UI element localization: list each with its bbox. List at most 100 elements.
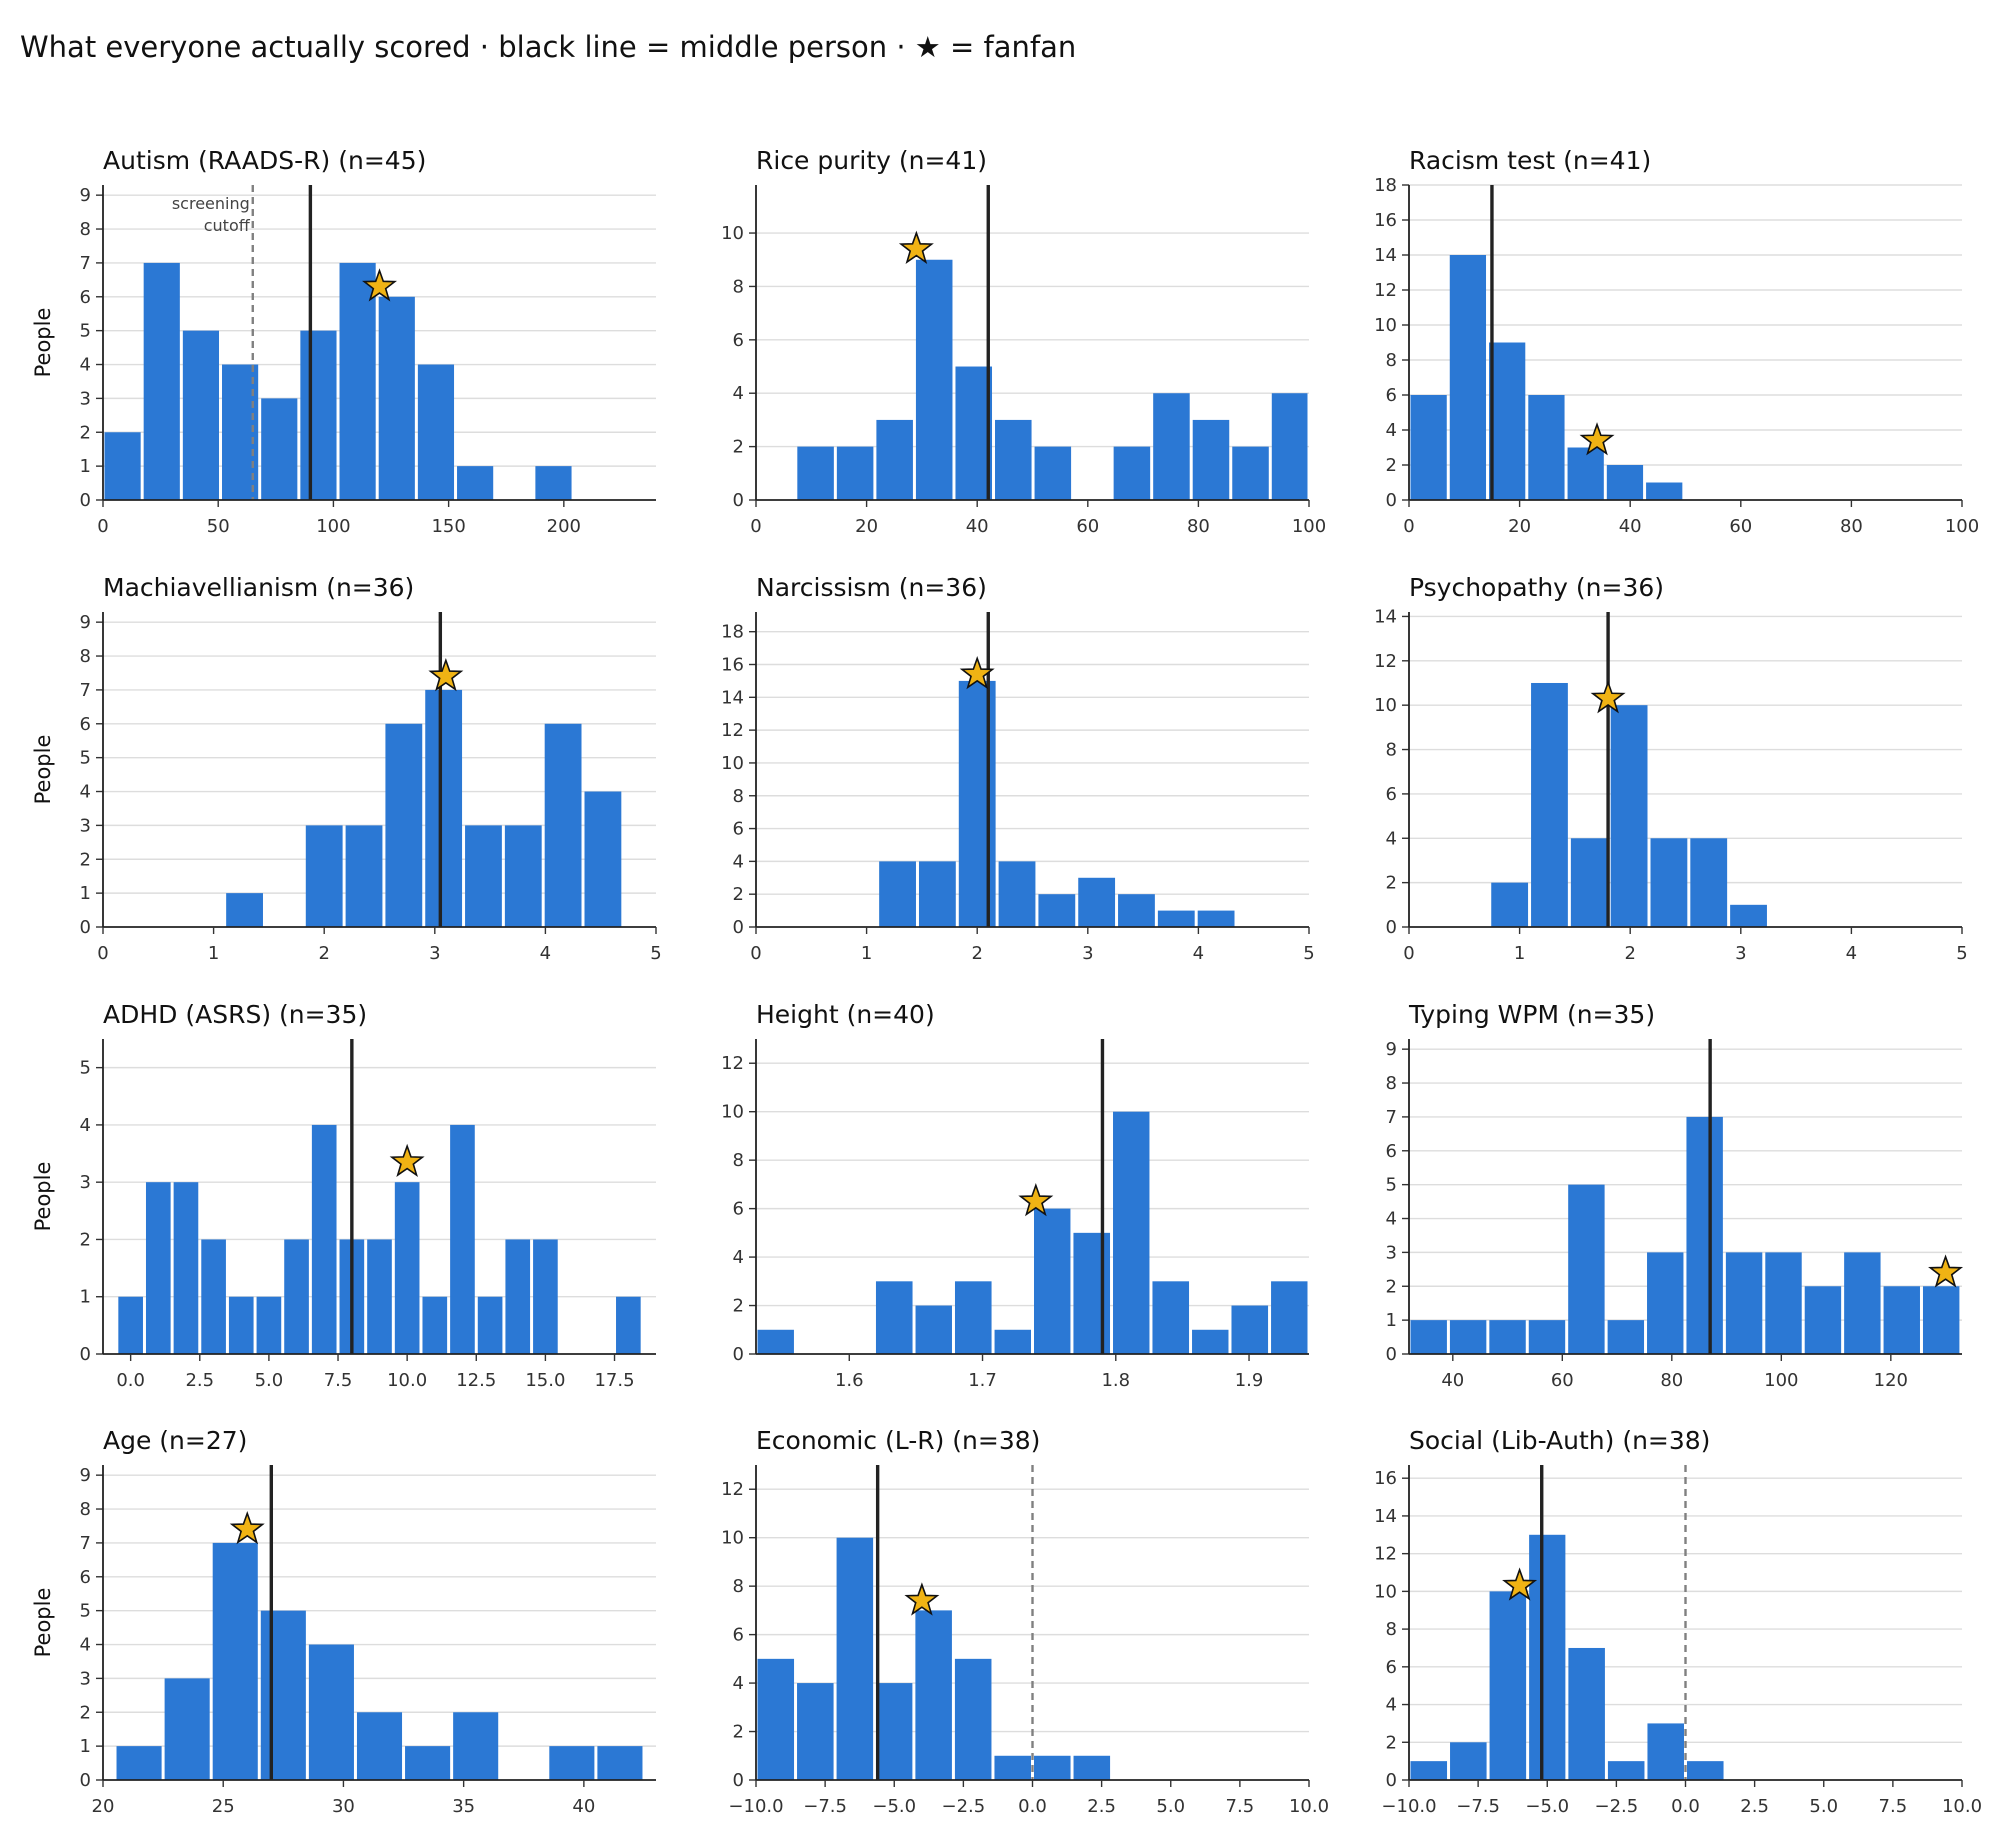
y-tick-label: 8: [1386, 1073, 1397, 1094]
x-tick-label: 7.5: [1226, 1796, 1255, 1817]
x-tick-label: 2.5: [1087, 1796, 1116, 1817]
histogram-bar: [958, 680, 996, 927]
panel: 0 1 2 3 4 5 6 7 8 9 screening cutoff 0 50 100 150 200 Aut…: [31, 146, 656, 537]
histogram-bar: [308, 1644, 354, 1780]
fanfan-star: [362, 268, 397, 302]
histogram-bar: [1528, 1320, 1566, 1354]
y-tick-label: 4: [80, 355, 91, 376]
histogram-bar: [1687, 1761, 1724, 1780]
panel: 0 1 2 3 4 5 6 7 8 9 20 25 30 35 40 Age (n=27) People: [31, 1426, 656, 1817]
histogram-bar: [836, 1537, 874, 1780]
histogram-bar: [164, 1678, 210, 1780]
y-tick-label: 8: [1386, 350, 1397, 371]
histogram-bar: [1765, 1252, 1802, 1354]
y-tick-label: 6: [80, 1567, 91, 1588]
histogram-bar: [305, 825, 343, 927]
fanfan-star: [1018, 1182, 1054, 1217]
fanfan-star: [1928, 1254, 1964, 1288]
histogram-bar: [477, 1296, 503, 1354]
histogram-bar: [1152, 1281, 1190, 1354]
histogram-bar: [1531, 682, 1568, 927]
x-tick-label: 30: [332, 1796, 355, 1817]
y-tick-label: 4: [733, 383, 744, 404]
y-tick-label: 5: [80, 1058, 91, 1079]
histogram-bar: [1567, 447, 1604, 500]
y-tick-label: 18: [721, 622, 744, 643]
histogram-bar: [1271, 1281, 1308, 1354]
histogram-bar: [1570, 838, 1608, 927]
y-tick-label: 10: [721, 223, 744, 244]
histogram-bar: [505, 1239, 531, 1354]
histogram-bar: [1650, 838, 1688, 927]
x-tick-label: 0: [1403, 516, 1414, 537]
histogram-bar: [356, 1712, 403, 1780]
x-tick-label: 60: [1076, 516, 1099, 537]
x-tick-label: 1: [1514, 943, 1525, 964]
y-tick-label: 2: [80, 849, 91, 870]
y-tick-label: 0: [1386, 490, 1397, 511]
x-tick-label: 200: [547, 516, 581, 537]
histogram-bar: [385, 723, 423, 927]
histogram-bar: [955, 366, 993, 500]
x-tick-label: −10.0: [728, 1796, 783, 1817]
y-tick-label: 0: [733, 917, 744, 938]
fanfan-star: [898, 230, 934, 264]
histogram-bar: [367, 1239, 392, 1354]
y-tick-label: 0: [1386, 1344, 1397, 1365]
y-tick-label: 12: [1374, 280, 1397, 301]
x-tick-label: 2: [318, 943, 329, 964]
histogram-bar: [836, 446, 874, 500]
histogram-bar: [918, 861, 956, 927]
histogram-bar: [544, 723, 582, 927]
histogram-bar: [378, 296, 415, 500]
histogram-bar: [797, 446, 834, 500]
x-tick-label: 10.0: [387, 1370, 427, 1391]
x-tick-label: −7.5: [1456, 1796, 1500, 1817]
x-tick-label: 80: [1660, 1370, 1683, 1391]
histogram-bar: [394, 1182, 420, 1354]
fanfan-star: [1590, 680, 1626, 714]
histogram-bar: [261, 398, 298, 500]
histogram-bar: [954, 1658, 992, 1780]
y-tick-label: 0: [733, 490, 744, 511]
y-tick-label: 0: [1386, 917, 1397, 938]
y-axis-label: People: [31, 308, 55, 378]
reference-label: cutoff: [204, 216, 251, 235]
histogram-bar: [422, 1296, 448, 1354]
histogram-bar: [915, 259, 953, 500]
fanfan-star: [904, 1582, 940, 1616]
x-tick-label: 0: [750, 516, 761, 537]
histogram-bar: [533, 1239, 558, 1354]
x-tick-label: 5: [1303, 943, 1314, 964]
y-tick-label: 16: [721, 655, 744, 676]
histogram-bar: [143, 262, 180, 500]
histogram-bar: [300, 330, 337, 500]
histogram-bar: [584, 791, 622, 927]
y-tick-label: 12: [721, 1053, 744, 1074]
y-tick-label: 6: [1386, 385, 1397, 406]
x-tick-label: 0.0: [116, 1370, 145, 1391]
y-tick-label: 3: [80, 388, 91, 409]
x-tick-label: 20: [1508, 516, 1531, 537]
histogram-bar: [954, 1281, 992, 1354]
y-tick-label: 14: [1374, 1506, 1397, 1527]
y-tick-label: 5: [1386, 1175, 1397, 1196]
histogram-bar: [1034, 1208, 1071, 1354]
y-tick-label: 0: [80, 917, 91, 938]
y-tick-label: 2: [733, 1296, 744, 1317]
y-tick-label: 12: [1374, 1544, 1397, 1565]
y-tick-label: 2: [733, 1722, 744, 1743]
y-tick-label: 4: [80, 1115, 91, 1136]
histogram-bar: [228, 1296, 254, 1354]
histogram-bar: [1153, 393, 1190, 500]
histogram-bar: [1232, 446, 1269, 500]
histogram-bar: [339, 262, 376, 500]
x-tick-label: 50: [207, 516, 230, 537]
histogram-bar: [879, 861, 916, 927]
histogram-bar: [1610, 705, 1648, 927]
x-tick-label: −5.0: [872, 1796, 916, 1817]
y-tick-label: 16: [1374, 210, 1397, 231]
